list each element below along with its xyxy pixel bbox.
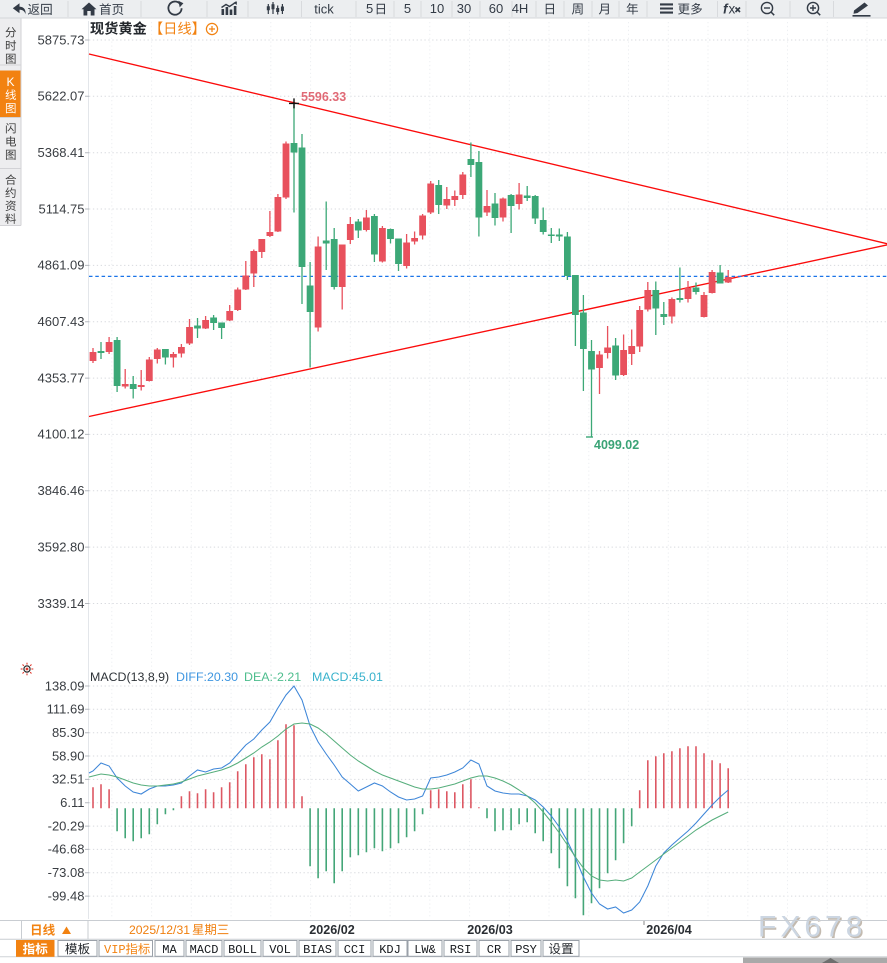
svg-text:VOL: VOL <box>269 943 291 957</box>
svg-text:DIFF:20.30: DIFF:20.30 <box>176 670 238 684</box>
svg-text:LW&: LW& <box>414 943 436 957</box>
svg-text:BOLL: BOLL <box>228 943 257 957</box>
svg-text:5368.41: 5368.41 <box>38 145 85 160</box>
svg-text:KDJ: KDJ <box>379 943 401 957</box>
svg-text:MACD:45.01: MACD:45.01 <box>312 670 383 684</box>
svg-text:6.11: 6.11 <box>60 795 84 810</box>
svg-text:58.90: 58.90 <box>52 748 85 763</box>
svg-text:10: 10 <box>430 1 444 16</box>
svg-text:32.51: 32.51 <box>52 772 85 787</box>
svg-text:30: 30 <box>457 1 471 16</box>
svg-text:x: x <box>729 2 736 17</box>
svg-text:4H: 4H <box>512 1 529 16</box>
svg-text:K: K <box>6 75 14 89</box>
svg-text:DEA:-2.21: DEA:-2.21 <box>244 670 301 684</box>
svg-text:4861.09: 4861.09 <box>38 258 85 273</box>
svg-text:CR: CR <box>487 943 501 957</box>
svg-text:2026/03: 2026/03 <box>467 923 513 937</box>
svg-text:-46.68: -46.68 <box>48 842 85 857</box>
svg-text:MACD: MACD <box>190 943 219 957</box>
svg-text:4100.12: 4100.12 <box>38 427 85 442</box>
svg-text:4099.02: 4099.02 <box>594 438 639 452</box>
svg-text:60: 60 <box>489 1 503 16</box>
svg-text:5875.73: 5875.73 <box>38 32 85 47</box>
svg-text:-20.29: -20.29 <box>48 818 85 833</box>
svg-text:5: 5 <box>366 1 373 16</box>
svg-text:2026/02: 2026/02 <box>309 923 355 937</box>
svg-text:111.69: 111.69 <box>47 702 85 717</box>
svg-text:CCI: CCI <box>344 943 366 957</box>
svg-text:4353.77: 4353.77 <box>38 370 85 385</box>
svg-text:f: f <box>723 2 729 17</box>
svg-text:MA: MA <box>162 943 177 957</box>
svg-text:-99.48: -99.48 <box>48 888 85 903</box>
svg-text:5114.75: 5114.75 <box>38 201 84 216</box>
svg-text:VIP: VIP <box>104 943 126 957</box>
svg-text:138.09: 138.09 <box>45 678 85 693</box>
svg-text:tick: tick <box>314 2 334 17</box>
svg-text:85.30: 85.30 <box>52 725 85 740</box>
svg-text:MACD(13,8,9): MACD(13,8,9) <box>90 670 169 684</box>
svg-text:5622.07: 5622.07 <box>38 89 85 104</box>
svg-text:RSI: RSI <box>450 943 472 957</box>
svg-text:5596.33: 5596.33 <box>301 90 346 104</box>
svg-text:2026/04: 2026/04 <box>646 923 692 937</box>
svg-text:3339.14: 3339.14 <box>38 596 85 611</box>
svg-text:2025/12/31: 2025/12/31 <box>129 923 190 937</box>
svg-text:PSY: PSY <box>515 943 537 957</box>
svg-text:3592.80: 3592.80 <box>38 539 85 554</box>
svg-text:-73.08: -73.08 <box>48 865 85 880</box>
svg-text:BIAS: BIAS <box>303 943 332 957</box>
svg-text:FX678: FX678 <box>758 911 866 944</box>
svg-text:4607.43: 4607.43 <box>38 314 85 329</box>
svg-text:3846.46: 3846.46 <box>38 483 85 498</box>
svg-text:5: 5 <box>404 1 411 16</box>
